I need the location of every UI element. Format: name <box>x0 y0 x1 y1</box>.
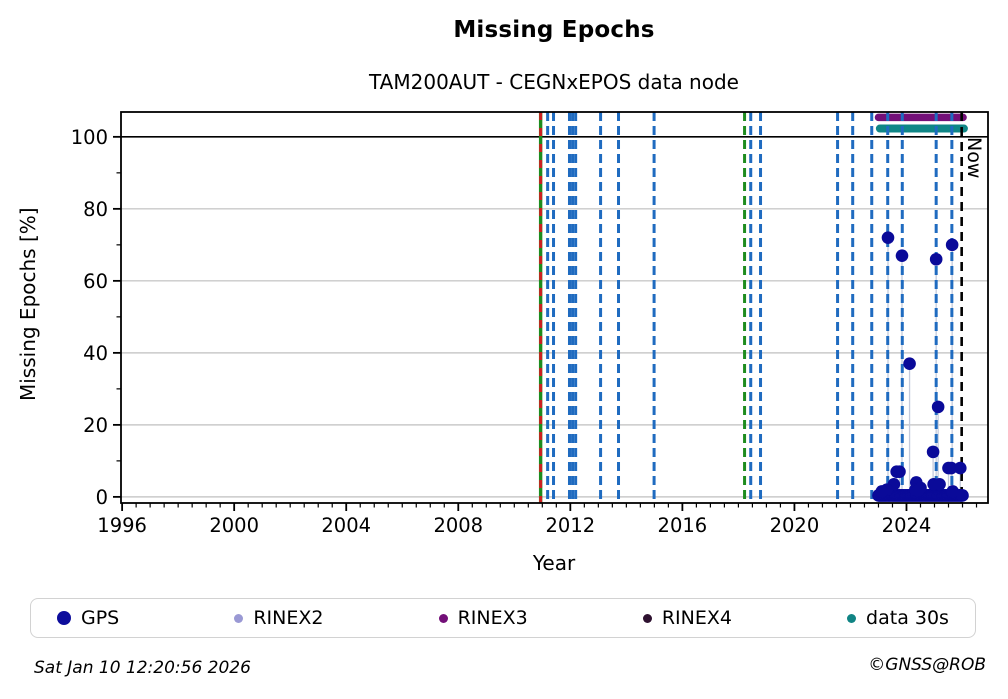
y-tick-label: 40 <box>83 342 108 365</box>
legend-item-rinex4: RINEX4 <box>642 607 732 629</box>
x-tick-label: 2008 <box>433 514 483 537</box>
x-tick-label: 1996 <box>97 514 147 537</box>
gps-point <box>929 252 943 266</box>
gps-point <box>953 461 967 475</box>
chart-subtitle-text: TAM200AUT - CEGNxEPOS data node <box>369 70 739 94</box>
x-axis-label: Year <box>0 551 1008 575</box>
gps-point <box>926 445 940 459</box>
chart-title: Missing Epochs <box>0 17 1008 43</box>
legend-label: GPS <box>81 607 120 629</box>
data30s-marker-icon <box>847 613 857 623</box>
y-axis-label: Missing Epochs [%] <box>16 207 40 401</box>
x-tick-label: 2012 <box>546 514 596 537</box>
copyright: ©GNSS@ROB <box>868 655 986 675</box>
legend-label: data 30s <box>866 607 949 629</box>
rinex3-marker-icon <box>438 613 448 623</box>
now-annotation: Now <box>963 137 985 179</box>
plot-area: 1996 2000 2004 2008 2012 2016 2020 2024 0 20 40 60 8… <box>71 111 989 537</box>
y-tick-label: 60 <box>83 270 108 293</box>
gps-point <box>893 465 906 478</box>
y-tick-label: 80 <box>83 198 108 221</box>
legend-item-rinex3: RINEX3 <box>438 607 528 629</box>
gps-baseline-point <box>956 489 969 502</box>
gps-point <box>881 231 895 244</box>
gps-point <box>946 485 960 498</box>
legend-box: GPS RINEX2 RINEX3 RINEX4 data 30s <box>30 598 976 638</box>
gps-point <box>903 357 916 370</box>
legend-item-data30s: data 30s <box>847 607 949 629</box>
chart-subtitle: TAM200AUT - CEGNxEPOS data node <box>0 70 1008 94</box>
x-tick-label: 2016 <box>658 514 708 537</box>
gps-point <box>895 249 909 262</box>
legend-item-gps: GPS <box>57 607 119 629</box>
legend-label: RINEX3 <box>457 607 528 629</box>
y-tick-label: 0 <box>96 486 108 509</box>
x-tick-label: 2004 <box>321 514 371 537</box>
gps-point <box>931 400 945 414</box>
legend-item-rinex2: RINEX2 <box>234 607 323 629</box>
chart-title-text: Missing Epochs <box>453 17 655 43</box>
legend-label: RINEX2 <box>253 607 324 629</box>
x-tick-label: 2000 <box>209 514 259 537</box>
axes-frame <box>120 111 989 504</box>
gps-point <box>933 477 946 491</box>
x-tick-label: 2024 <box>882 514 932 537</box>
legend-label: RINEX4 <box>661 607 732 629</box>
rinex4-marker-icon <box>642 613 652 623</box>
rinex2-marker-icon <box>234 613 244 623</box>
gps-point <box>945 461 958 475</box>
gps-marker-icon <box>57 611 71 625</box>
y-tick-label: 100 <box>71 126 108 149</box>
gps-point <box>875 485 889 498</box>
x-tick-label: 2020 <box>770 514 820 537</box>
timestamp: Sat Jan 10 12:20:56 2026 <box>34 658 251 678</box>
gps-point <box>945 238 959 252</box>
y-tick-label: 20 <box>83 414 108 437</box>
x-axis-label-text: Year <box>532 551 576 575</box>
gps-point <box>911 484 925 497</box>
